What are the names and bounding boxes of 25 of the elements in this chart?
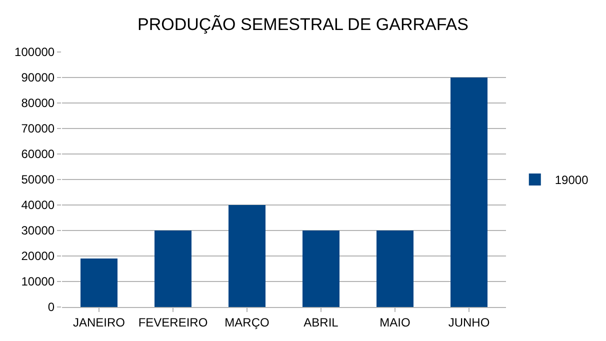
y-tick-label: 0 xyxy=(48,300,55,314)
chart-title: PRODUÇÃO SEMESTRAL DE GARRAFAS xyxy=(138,14,468,34)
x-tick-label: FEVEREIRO xyxy=(138,315,208,330)
x-tick-label: MARÇO xyxy=(224,315,270,330)
x-tick-label: ABRIL xyxy=(304,315,339,330)
x-tick-label: MAIO xyxy=(380,315,410,330)
x-tick-label: JANEIRO xyxy=(72,315,126,330)
y-tick-label: 70000 xyxy=(21,122,55,136)
bar xyxy=(450,78,488,307)
bar xyxy=(302,230,340,307)
bar xyxy=(80,258,118,307)
y-tick-label: 100000 xyxy=(14,45,55,60)
y-tick-label: 40000 xyxy=(21,198,55,212)
y-tick-label: 50000 xyxy=(21,172,55,187)
x-tick-label: JUNHO xyxy=(448,315,490,330)
bar xyxy=(154,230,192,307)
y-tick-label: 60000 xyxy=(21,147,55,162)
y-tick-label: 20000 xyxy=(21,249,55,264)
y-tick-label: 90000 xyxy=(21,70,55,85)
y-tick-label: 80000 xyxy=(21,96,55,110)
bar xyxy=(228,205,266,307)
y-tick-label: 30000 xyxy=(21,224,55,238)
bar xyxy=(376,230,414,307)
legend-label: 19000 xyxy=(554,173,589,188)
y-tick-label: 10000 xyxy=(21,274,55,289)
